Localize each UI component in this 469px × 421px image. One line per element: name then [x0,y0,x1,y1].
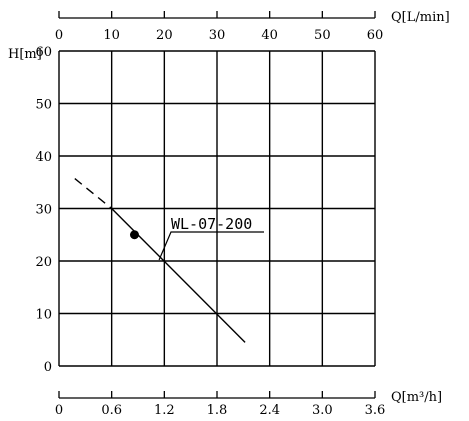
top-tick-label: 0 [55,28,63,43]
y-tick-label: 50 [35,98,52,113]
y-tick-label: 10 [35,308,52,323]
bottom-tick-label: 3.0 [312,403,333,418]
y-tick-label: 20 [35,255,52,270]
operating-point [129,230,139,240]
y-tick-label: 0 [44,360,52,375]
curve-label: WL-07-200 [171,215,252,233]
curve-label-leader [158,231,264,261]
top-tick-label: 40 [261,28,278,43]
bottom-tick-label: 0 [55,403,63,418]
top-tick-label: 10 [103,28,120,43]
bottom-tick-label: 1.2 [154,403,175,418]
curve-dashed-segment [74,178,113,210]
top-tick-label: 60 [367,28,384,43]
top-axis [58,11,376,19]
bottom-axis-ticks: 0 0.6 1.2 1.8 2.4 3.0 3.6 [55,403,385,418]
top-tick-label: 20 [156,28,173,43]
bottom-tick-label: 3.6 [365,403,386,418]
y-axis-label: H[m] [8,47,42,62]
top-axis-label: Q[L/min] [391,10,450,25]
y-tick-label: 30 [35,203,52,218]
bottom-axis-label: Q[m³/h] [391,390,442,405]
top-axis-ticks: 0 10 20 30 40 50 60 [55,28,383,43]
top-tick-label: 30 [209,28,226,43]
bottom-tick-label: 2.4 [259,403,280,418]
top-tick-label: 50 [314,28,331,43]
grid [58,50,376,367]
bottom-tick-label: 0.6 [101,403,122,418]
y-tick-label: 60 [35,45,52,60]
bottom-tick-label: 1.8 [207,403,228,418]
bottom-axis [58,391,376,399]
y-tick-label: 40 [35,150,52,165]
y-axis-ticks: 0 10 20 30 40 50 60 [35,45,52,375]
